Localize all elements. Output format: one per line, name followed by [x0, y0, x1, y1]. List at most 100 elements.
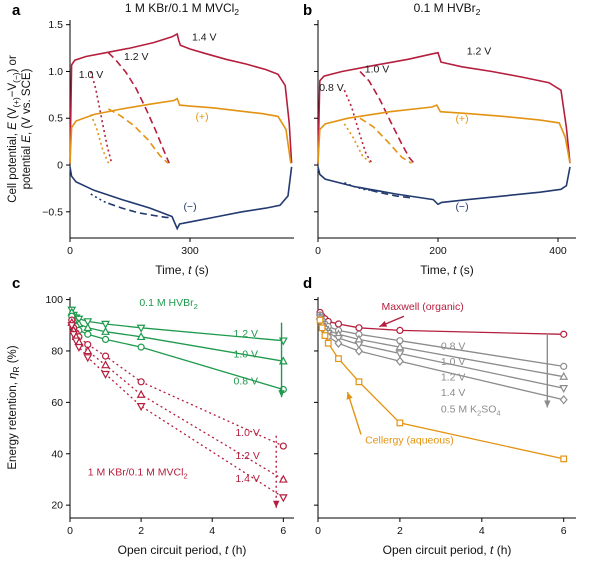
series-negative-0p8V-selfdischarge	[344, 182, 371, 192]
x-tick-label: 0	[315, 245, 321, 257]
marker-tri-up	[101, 326, 110, 335]
arrow-head	[278, 390, 285, 398]
x-tick-label: 4	[479, 525, 485, 537]
marker-tri-down	[278, 494, 288, 503]
annotation: 1.2 V	[235, 450, 260, 462]
marker-square	[560, 455, 568, 463]
marker-square	[355, 378, 363, 386]
marker-tri-down	[69, 331, 78, 340]
series-negative-1p0V-selfdischarge	[359, 186, 412, 199]
x-tick-label: 6	[280, 525, 286, 537]
series-cell-voltage-1p2V	[317, 51, 571, 164]
marker-diamond	[354, 346, 363, 356]
panel-title: 1 M KBr/0.1 M MVCl2​	[125, 1, 239, 17]
annotation: 1.0 V	[441, 356, 466, 368]
series-cell-voltage-1p2V-selfdischarge	[107, 52, 170, 164]
marker-circle	[396, 326, 404, 335]
marker-square	[324, 339, 332, 347]
annotation: 1.0 V	[79, 69, 104, 81]
y-tick-label: 1.0	[48, 66, 63, 78]
marker-tri-down	[67, 322, 77, 331]
arrow	[346, 391, 362, 435]
series-positive-1p0V-selfdischarge	[90, 114, 110, 164]
marker-square	[321, 332, 329, 339]
marker-tri-up	[559, 371, 569, 380]
series-negative-electrode	[69, 166, 293, 231]
annotation: 1 M KBr/0.1 M MVCl2​	[88, 467, 188, 481]
annotation: 1.4 V	[441, 387, 466, 399]
x-tick-label: 400	[549, 245, 567, 257]
marker-tri-up	[101, 360, 110, 369]
arrow-head	[273, 500, 280, 508]
panel-label-d: d	[303, 275, 313, 292]
annotation: 1.4 V	[192, 32, 217, 44]
x-axis-label: Open circuit period, t (h)	[118, 543, 247, 557]
marker-tri-down	[74, 343, 84, 352]
annotation: 1.4 V	[235, 473, 260, 485]
marker-tri-up	[395, 342, 405, 351]
y-tick-label: 0	[57, 160, 63, 172]
annotation: 1.0 V	[234, 348, 259, 360]
annotation: 1.2 V	[124, 51, 149, 63]
panel-a: 0 300 −0.5 0 0.5 1.0 1.5 1 M KBr/0.1 M MVCl2​ Ti…	[7, 1, 294, 277]
series-cell-voltage-1p0V-selfdischarge	[90, 71, 113, 164]
series-positive-electrode	[317, 104, 571, 164]
marker-tri-down	[136, 403, 146, 412]
y-tick-label: 20	[51, 500, 63, 512]
marker-tri-up	[136, 331, 146, 341]
series-negative-electrode	[317, 166, 571, 206]
x-tick-label: 0	[315, 525, 321, 537]
panel-label-a: a	[12, 2, 21, 19]
x-tick-label: 0	[67, 245, 73, 257]
y-axis-label: potential E, (V vs. SCE)	[21, 68, 33, 189]
marker-tri-down	[83, 318, 93, 327]
series-cell-voltage-0p8V-selfdischarge	[343, 89, 373, 164]
x-axis-label: Time, t (s)	[155, 263, 209, 277]
panel-title: 0.1 M HVBr2​	[414, 1, 481, 17]
annotation: (+)	[455, 113, 468, 125]
x-axis-label: Open circuit period, t (h)	[383, 543, 512, 557]
marker-tri-down	[83, 354, 93, 363]
marker-tri-down	[101, 320, 110, 329]
arrow-head	[379, 320, 388, 327]
marker-circle	[101, 352, 110, 360]
series-positive-0p8V-selfdischarge	[343, 123, 372, 164]
y-tick-label: 60	[51, 397, 63, 409]
series-cell-voltage-1p0V-selfdischarge	[359, 70, 415, 164]
arrow-head	[544, 400, 551, 408]
marker-diamond	[559, 395, 568, 405]
y-axis-label: Energy retention, ηR​ (%)	[7, 345, 21, 469]
marker-tri-down	[559, 385, 569, 394]
marker-tri-up	[83, 346, 93, 355]
marker-circle	[279, 442, 287, 450]
y-tick-label: 100	[45, 294, 63, 306]
panel-label-b: b	[303, 2, 313, 19]
marker-square	[396, 419, 404, 427]
marker-square	[335, 355, 342, 363]
series-negative-1p2V-selfdischarge	[108, 202, 171, 219]
x-axis-label: Time, t (s)	[420, 263, 474, 277]
marker-diamond	[334, 338, 343, 348]
marker-tri-down	[395, 350, 405, 359]
marker-circle	[560, 330, 568, 338]
x-tick-label: 200	[429, 245, 447, 257]
series-positive-electrode	[69, 97, 292, 164]
marker-tri-up	[83, 322, 93, 332]
marker-square	[316, 316, 324, 324]
annotation: 1.2 V	[234, 328, 259, 340]
panel-label-c: c	[12, 275, 21, 292]
series-positive-1p2V-selfdischarge	[108, 108, 169, 164]
series-negative-1p0V-selfdischarge	[90, 193, 110, 205]
annotation: 0.5 M K2​SO4​	[441, 404, 501, 418]
annotation: 1.2 V	[441, 372, 466, 384]
marker-square	[318, 324, 326, 332]
annotation: Maxwell (organic)	[381, 301, 463, 313]
marker-circle	[355, 324, 363, 332]
annotation: 1.0 V	[235, 427, 260, 439]
y-tick-label: 1.5	[48, 19, 63, 31]
annotation: 0.8 V	[319, 82, 344, 94]
annotation: (+)	[195, 111, 208, 123]
x-tick-label: 2	[138, 525, 144, 537]
marker-circle	[101, 335, 110, 344]
